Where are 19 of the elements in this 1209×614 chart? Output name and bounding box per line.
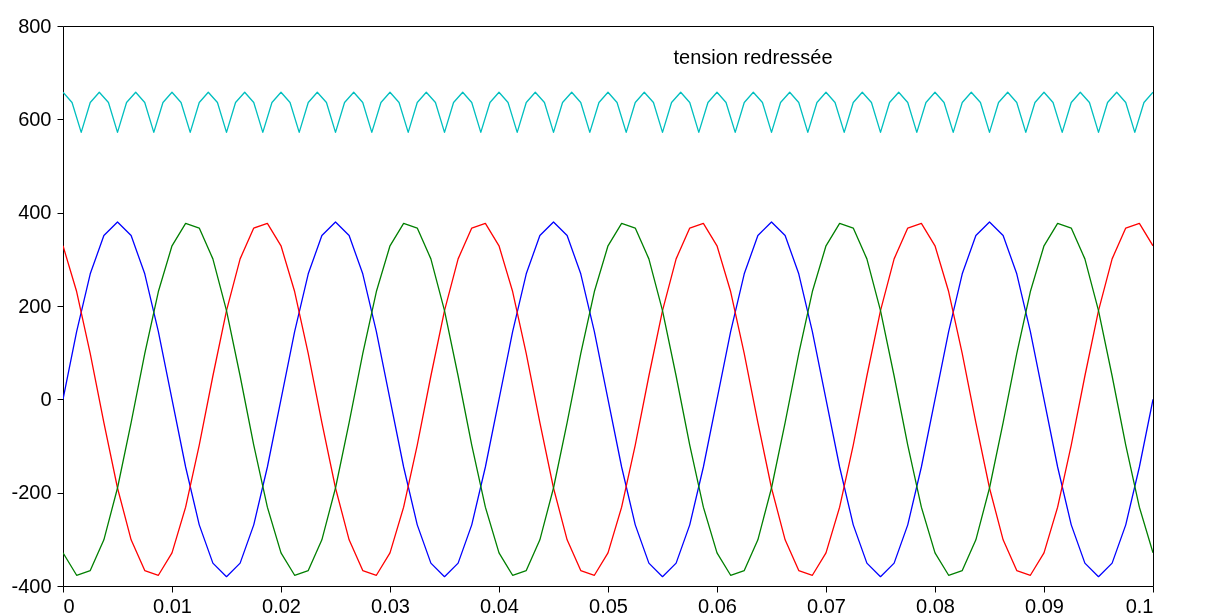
y-tick-label: -200: [11, 481, 52, 504]
x-tick-label: 0.09: [1025, 594, 1064, 614]
y-tick-label: 400: [18, 201, 52, 224]
annotation: tension redressée: [673, 46, 833, 68]
x-tick-label: 0.1: [1125, 594, 1154, 614]
x-tick-label: 0.01: [153, 594, 192, 614]
y-tick-label: 800: [18, 14, 52, 37]
y-tick-label: -400: [11, 574, 52, 597]
y-tick-label: 0: [40, 387, 52, 410]
x-tick-label: 0.07: [807, 594, 846, 614]
y-tick-label: 600: [18, 107, 52, 130]
x-tick-label: 0.08: [916, 594, 955, 614]
x-tick-label: 0: [63, 594, 75, 614]
x-tick-label: 0.05: [589, 594, 628, 614]
x-tick-label: 0.03: [371, 594, 410, 614]
y-tick-label: 200: [18, 294, 52, 317]
x-tick-label: 0.02: [262, 594, 301, 614]
x-tick-label: 0.04: [480, 594, 519, 614]
x-tick-label: 0.06: [698, 594, 737, 614]
